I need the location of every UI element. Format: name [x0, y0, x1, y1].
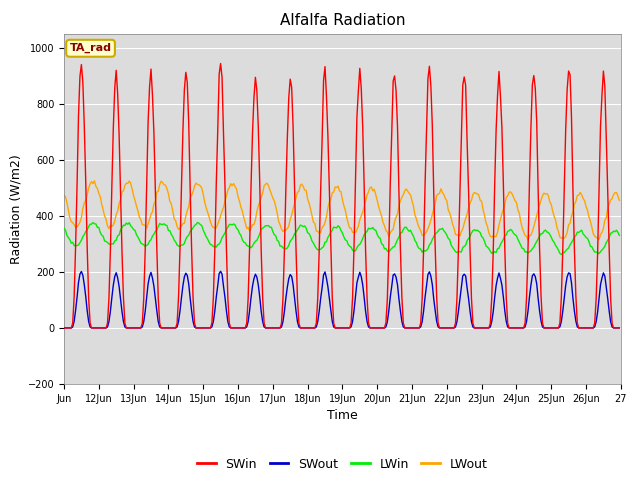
Line: LWout: LWout [64, 181, 620, 240]
Line: SWin: SWin [64, 63, 620, 328]
SWout [79, 273, 86, 278]
LWin [348, 244, 355, 250]
SWout [217, 268, 225, 274]
Text: TA_rad: TA_rad [70, 43, 111, 53]
SWin [616, 325, 623, 331]
SWin [79, 79, 86, 85]
SWout [540, 325, 548, 331]
LWout [458, 229, 465, 235]
LWout [60, 192, 68, 198]
LWin [540, 228, 548, 234]
SWin [348, 320, 355, 326]
SWout [97, 325, 104, 331]
Line: LWin: LWin [64, 223, 620, 254]
LWout [616, 198, 623, 204]
SWout [348, 324, 355, 330]
LWout [541, 191, 549, 197]
LWout [348, 225, 355, 231]
SWin [612, 325, 620, 331]
LWin [614, 229, 621, 235]
SWout [616, 325, 623, 331]
SWin [217, 60, 225, 66]
LWin [616, 232, 623, 238]
LWin [89, 220, 97, 226]
Y-axis label: Radiation (W/m2): Radiation (W/m2) [9, 154, 22, 264]
X-axis label: Time: Time [327, 409, 358, 422]
SWin [458, 135, 465, 141]
LWin [79, 234, 86, 240]
LWout [614, 193, 621, 199]
LWout [91, 178, 99, 184]
SWin [60, 325, 68, 331]
LWin [60, 225, 68, 231]
LWout [98, 201, 106, 207]
LWout [79, 205, 86, 211]
SWin [540, 325, 548, 331]
SWout [458, 284, 465, 290]
LWin [458, 249, 465, 255]
SWout [612, 325, 620, 331]
SWin [97, 325, 104, 331]
Legend: SWin, SWout, LWin, LWout: SWin, SWout, LWin, LWout [192, 453, 493, 476]
Title: Alfalfa Radiation: Alfalfa Radiation [280, 13, 405, 28]
SWout [60, 325, 68, 331]
LWin [98, 232, 106, 238]
LWout [524, 237, 532, 243]
Line: SWout: SWout [64, 271, 620, 328]
LWin [557, 252, 565, 257]
